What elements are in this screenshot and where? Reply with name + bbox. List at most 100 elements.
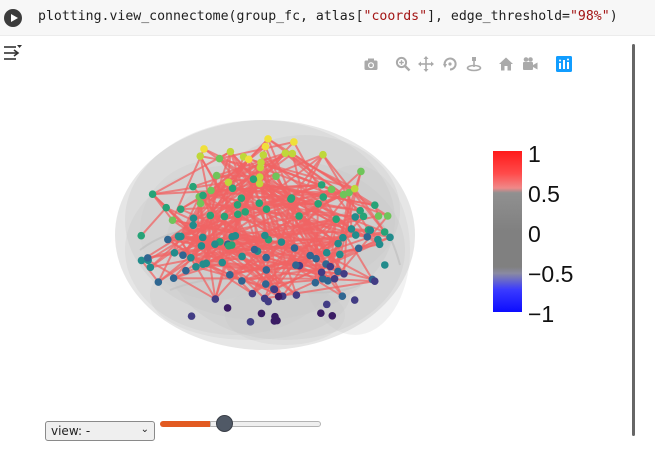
connectome-node [207, 186, 215, 195]
connectome-node [249, 175, 258, 183]
connectome-node [170, 249, 179, 257]
connectome-node [277, 238, 286, 246]
connectome-nodes [137, 135, 394, 326]
connectome-edge [199, 183, 322, 198]
pan-icon[interactable] [418, 56, 434, 72]
output-scrollbar[interactable] [632, 44, 635, 436]
connectome-node [199, 260, 207, 268]
view-slider[interactable] [160, 415, 321, 432]
code-token: plotting.view_connectome(group_fc, atlas… [38, 9, 364, 24]
connectome-node [174, 232, 183, 241]
slider-track-rest [210, 421, 321, 427]
connectome-node [187, 253, 195, 262]
connectome-node [162, 203, 170, 212]
connectome-node [328, 311, 337, 320]
connectome-node [200, 145, 208, 153]
connectome-node [250, 245, 259, 254]
connectome-node [306, 251, 314, 260]
colorbar-tick-label: 1 [528, 141, 541, 167]
connectome-node [255, 179, 264, 188]
connectome-node [198, 233, 207, 242]
slider-fill [160, 421, 212, 427]
connectome-node [197, 242, 206, 250]
turntable-rotation-icon[interactable] [466, 56, 482, 72]
slider-thumb[interactable] [216, 415, 233, 432]
brain-lobe [225, 285, 345, 345]
plotly-logo-icon[interactable] [556, 56, 572, 72]
connectome-node [264, 135, 272, 143]
connectome-node [237, 194, 246, 202]
connectome-node [332, 215, 340, 223]
connectome-edge [342, 192, 351, 274]
connectome-node [244, 155, 253, 164]
connectome-node [176, 205, 185, 213]
connectome-node [340, 269, 348, 278]
zoom-icon[interactable] [395, 56, 411, 72]
run-cell-button[interactable] [4, 9, 22, 27]
connectome-node [257, 158, 265, 167]
connectome-node [261, 280, 270, 288]
connectome-edge [292, 141, 338, 220]
connectome-node [386, 233, 394, 242]
connectome-node [255, 173, 264, 181]
connectome-node [233, 200, 242, 209]
connectome-node [292, 291, 301, 299]
connectome-node [154, 278, 163, 286]
connectome-edge [216, 174, 277, 178]
connectome-node [164, 235, 172, 244]
code-line[interactable]: plotting.view_connectome(group_fc, atlas… [38, 9, 618, 24]
connectome-edge [259, 182, 376, 207]
connectome-node [334, 239, 342, 248]
connectome-node [270, 285, 279, 294]
connectome-node [319, 275, 327, 283]
connectome-node [226, 147, 235, 156]
connectome-node [319, 150, 327, 159]
connectome-node [182, 266, 190, 275]
connectome-node [262, 205, 271, 214]
connectome-edge [178, 235, 243, 258]
connectome-node [238, 277, 246, 285]
connectome-edge [209, 152, 293, 217]
connectome-node [375, 240, 384, 249]
connectome-node [295, 212, 303, 220]
connectome-node [148, 190, 157, 199]
connectome-node [257, 309, 266, 318]
connectome-node [223, 304, 232, 312]
connectome-node [357, 167, 365, 176]
connectome-node [273, 316, 281, 325]
camera-view-icon[interactable] [522, 56, 538, 72]
connectome-node [248, 289, 257, 298]
output-toggle-icon[interactable] [3, 44, 23, 62]
view-select[interactable]: view: - ⌄ [45, 421, 155, 441]
code-token: ], edge_threshold= [427, 9, 570, 24]
connectome-node [189, 182, 197, 191]
connectome-node [322, 300, 331, 309]
connectome-edge [180, 202, 319, 211]
connectome-node [211, 295, 220, 303]
connectome-node [196, 199, 205, 208]
connectome-node [212, 171, 221, 180]
connectome-node [350, 296, 359, 304]
connectome-node [334, 267, 342, 276]
connectome-3d-plot[interactable] [100, 100, 430, 375]
orbit-rotation-icon[interactable] [442, 56, 458, 72]
camera-icon[interactable] [363, 56, 379, 72]
connectome-node [228, 233, 236, 241]
connectome-node [314, 200, 322, 208]
connectome-node [336, 250, 344, 259]
colorbar [493, 151, 522, 312]
connectome-edge [241, 170, 362, 282]
connectome-node [226, 271, 234, 279]
connectome-node [169, 274, 178, 283]
connectome-node [137, 231, 146, 240]
home-icon[interactable] [498, 56, 514, 72]
connectome-node [317, 268, 326, 277]
connectome-node [146, 263, 155, 272]
connectome-node [241, 208, 250, 216]
connectome-node [311, 278, 320, 287]
connectome-node [187, 312, 196, 320]
connectome-node [220, 212, 229, 221]
colorbar-tick-label: 0.5 [528, 181, 560, 207]
plot-modebar [360, 56, 574, 72]
connectome-node [322, 248, 331, 257]
